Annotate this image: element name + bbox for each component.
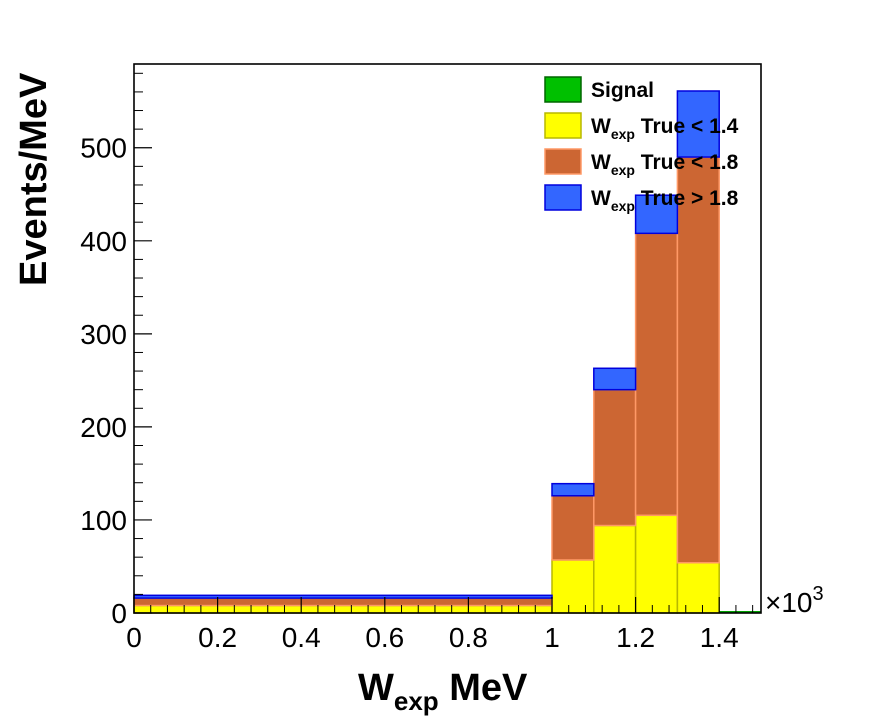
legend-entry-label: Signal xyxy=(591,79,654,102)
x-tick-label: 0 xyxy=(126,622,142,653)
bar-true-1-8-bin-0 xyxy=(133,597,553,607)
bar-true-1-8-bin-1 xyxy=(551,495,595,561)
bar-true-1-8-bin-3 xyxy=(634,232,679,517)
y-tick-label: 0 xyxy=(111,598,127,629)
plot-frame xyxy=(133,63,762,614)
bar-true-1-8-bin-2 xyxy=(593,388,637,527)
axis-ticks xyxy=(133,72,754,614)
bar-true-1-8-bin-1 xyxy=(551,482,595,497)
bar-true-1-8-bin-2 xyxy=(593,367,637,391)
x-tick-label: 0.4 xyxy=(282,622,321,653)
bar-true-1-8-bin-3 xyxy=(634,194,679,235)
legend-swatch xyxy=(544,148,582,175)
y-axis-title: Events/MeV xyxy=(13,72,55,286)
bar-true-1-4-bin-1 xyxy=(551,559,595,614)
bar-true-1-8-bin-4 xyxy=(676,156,720,564)
y-tick-label: 500 xyxy=(80,133,127,164)
legend-entry-label: Wexp True < 1.4 xyxy=(591,115,739,142)
bar-true-1-8-bin-4 xyxy=(676,90,720,158)
x-tick-label: 1.4 xyxy=(700,622,739,653)
legend-swatch xyxy=(544,112,582,139)
y-tick-label: 400 xyxy=(80,226,127,257)
legend-entry-label: Wexp True > 1.8 xyxy=(591,187,739,214)
x-tick-label: 0.8 xyxy=(449,622,488,653)
y-tick-label: 100 xyxy=(80,505,127,536)
legend-entry-label: Wexp True < 1.8 xyxy=(591,151,739,178)
bar-true-1-4-bin-4 xyxy=(676,562,720,614)
legend-swatch xyxy=(544,184,582,211)
x-tick-label: 0.2 xyxy=(198,622,237,653)
legend-swatch xyxy=(544,76,582,103)
bar-true-1-4-bin-2 xyxy=(593,524,637,614)
bar-true-1-4-bin-0 xyxy=(133,604,553,614)
bar-true-1-8-bin-0 xyxy=(133,594,553,599)
y-tick-label: 300 xyxy=(80,319,127,350)
tick-labels: 0 0.2 0.4 0.6 0.8 1 1.2 1.4 0 100 200 300 400 500 xyxy=(80,133,738,653)
y-tick-label: 200 xyxy=(80,412,127,443)
x-tick-label: 1 xyxy=(544,622,560,653)
histogram-bars xyxy=(133,90,761,614)
x-axis-title: Wexp MeV xyxy=(358,667,528,716)
x-tick-label: 1.2 xyxy=(616,622,655,653)
bar-true-1-4-bin-3 xyxy=(634,514,679,614)
legend: Signal Wexp True < 1.4 Wexp True < 1.8 Wexp… xyxy=(544,76,739,214)
x-tick-label: 0.6 xyxy=(365,622,404,653)
x-exponent-label: ×103 xyxy=(765,583,824,618)
